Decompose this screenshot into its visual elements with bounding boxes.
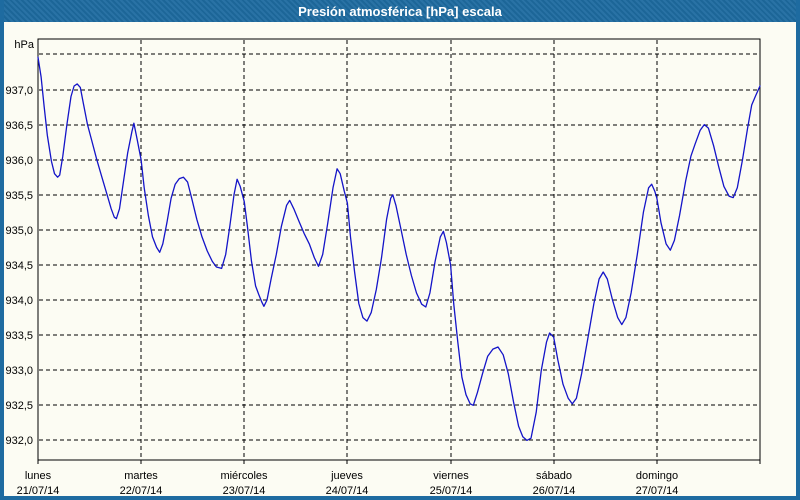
chart-area: 937,0 936,5 936,0 935,5 935,0 934,5 934,0 933,5… — [4, 22, 796, 496]
y-axis-label: 934,5 — [5, 260, 33, 272]
x-axis-day-label: domingo — [636, 470, 678, 482]
y-axis-label: 934,0 — [5, 295, 33, 307]
chart-title: Presión atmosférica [hPa] escala — [298, 3, 502, 19]
y-axis-label: 932,5 — [5, 400, 33, 412]
y-axis-label: 935,0 — [5, 225, 33, 237]
x-axis-day-label: martes — [124, 470, 158, 482]
x-axis-date-label: 26/07/14 — [533, 485, 576, 496]
y-axis-label: 935,5 — [5, 190, 33, 202]
y-axis-label: 936,0 — [5, 155, 33, 167]
y-axis-label: 933,0 — [5, 365, 33, 377]
y-axis-label: 933,5 — [5, 330, 33, 342]
chart-title-bar: Presión atmosférica [hPa] escala — [4, 0, 796, 22]
x-axis-date-label: 22/07/14 — [120, 485, 163, 496]
x-axis-day-label: lunes — [25, 470, 52, 482]
x-axis-date-label: 23/07/14 — [223, 485, 266, 496]
pressure-line — [37, 56, 761, 442]
x-axis-date-label: 25/07/14 — [430, 485, 473, 496]
x-axis-day-label: miércoles — [220, 470, 268, 482]
plot-frame — [37, 38, 761, 461]
y-axis-label: 937,0 — [5, 85, 33, 97]
x-axis-day-label: sábado — [536, 470, 572, 482]
x-axis-day-label: jueves — [330, 470, 363, 482]
x-axis-day-label: viernes — [433, 470, 469, 482]
x-axis-date-label: 24/07/14 — [326, 485, 369, 496]
y-axis-unit-label: hPa — [14, 39, 34, 51]
y-axis-label: 932,0 — [5, 435, 33, 447]
pressure-line-chart: 937,0 936,5 936,0 935,5 935,0 934,5 934,0 933,5… — [5, 38, 761, 496]
x-axis-date-label: 21/07/14 — [17, 485, 60, 496]
y-axis-label: 936,5 — [5, 120, 33, 132]
x-axis-date-label: 27/07/14 — [636, 485, 679, 496]
